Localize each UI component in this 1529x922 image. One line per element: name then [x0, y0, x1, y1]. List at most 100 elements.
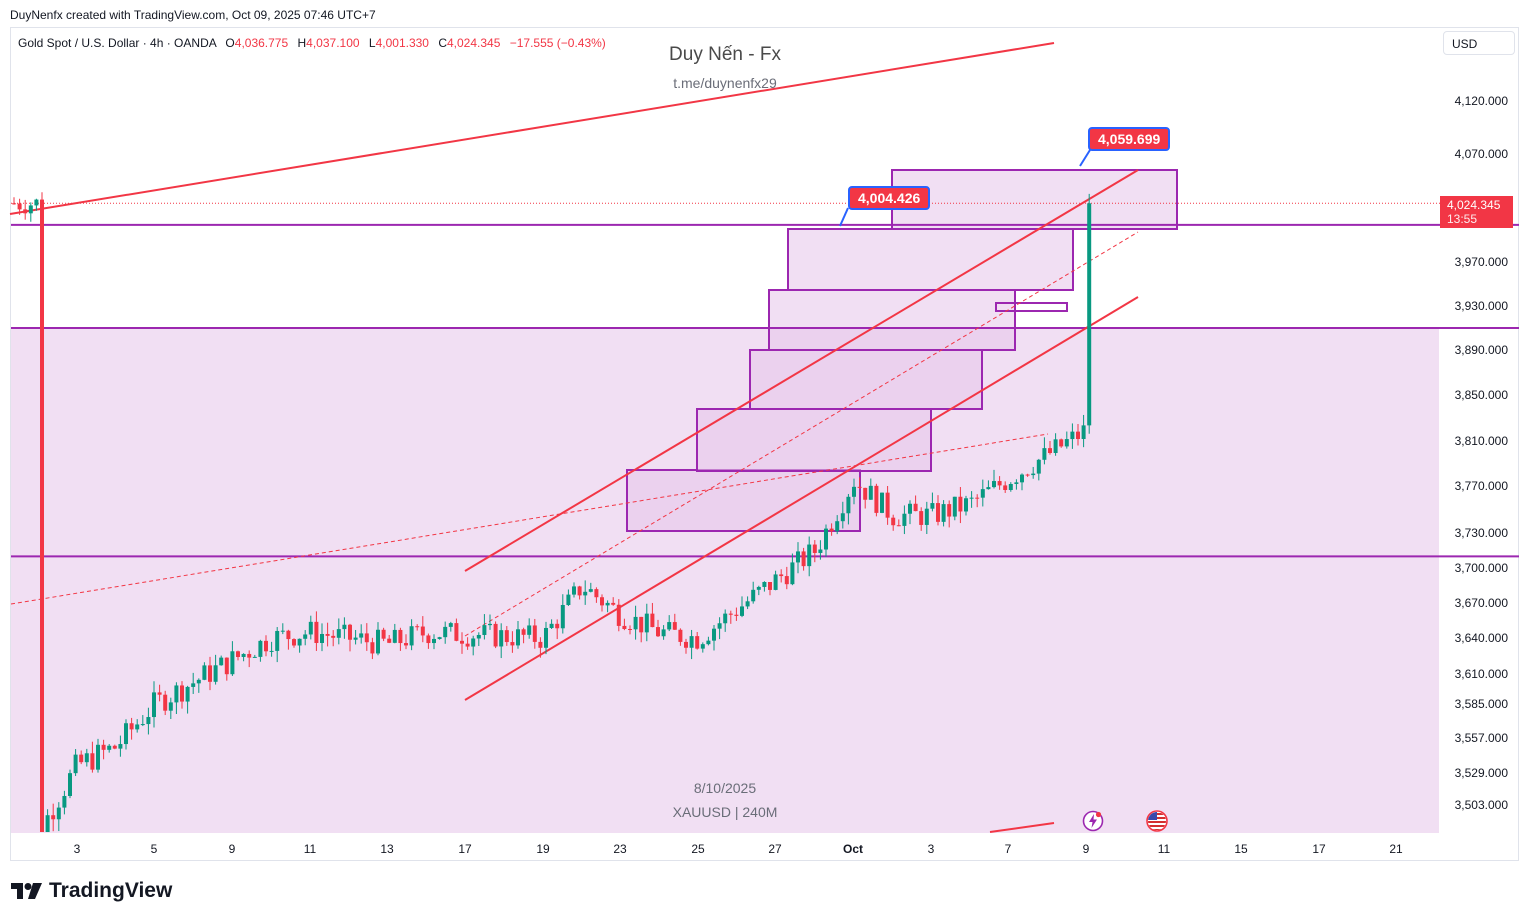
- price-tick-label: 3,670.000: [1455, 596, 1509, 610]
- candle-body: [1048, 448, 1052, 453]
- candle-body: [247, 653, 252, 658]
- candle-body: [902, 513, 907, 526]
- candle-body: [784, 576, 789, 585]
- candle-body: [124, 723, 128, 745]
- candle-body: [538, 641, 543, 648]
- candle-body: [129, 723, 134, 730]
- candle-body: [510, 642, 515, 646]
- watermark-symbol: XAUUSD | 240M: [672, 804, 778, 820]
- candle-body: [1042, 448, 1047, 460]
- candle-body: [471, 638, 476, 647]
- candle-body: [672, 622, 677, 630]
- us-flag-icon[interactable]: [1146, 810, 1168, 832]
- candle-body: [723, 613, 728, 624]
- candle-body: [460, 640, 464, 644]
- candle-body: [258, 640, 263, 657]
- candle-body: [96, 744, 100, 770]
- candle-body: [712, 628, 716, 641]
- order-block-box: [696, 408, 932, 472]
- symbol-name[interactable]: Gold Spot / U.S. Dollar · 4h · OANDA: [18, 36, 217, 50]
- currency-button[interactable]: USD: [1443, 31, 1515, 55]
- time-tick-label: 3: [74, 842, 81, 856]
- price-callout-high[interactable]: 4,059.699: [1088, 127, 1171, 151]
- candle-body: [404, 643, 408, 646]
- time-tick-label: 21: [1389, 842, 1403, 856]
- candle-body: [437, 637, 442, 639]
- candle-body: [1014, 482, 1019, 484]
- order-block-box: [891, 169, 1178, 230]
- candle-body: [829, 528, 834, 532]
- candle-body: [745, 601, 750, 607]
- candle-body: [443, 626, 448, 638]
- candle-body: [633, 616, 638, 630]
- price-tick-label: 3,640.000: [1455, 631, 1509, 645]
- high-value: 4,037.100: [306, 36, 360, 50]
- candle-body: [275, 630, 280, 651]
- candle-body: [980, 489, 985, 498]
- candle-body: [667, 622, 672, 630]
- candle-body: [465, 643, 470, 647]
- candle-body: [292, 639, 296, 646]
- candle-body: [751, 589, 756, 602]
- candle-body: [40, 199, 44, 832]
- candle-body: [818, 549, 823, 553]
- candle-body: [521, 629, 526, 635]
- candle-body: [622, 625, 627, 629]
- candle-body: [896, 525, 901, 527]
- candle-body: [174, 685, 179, 703]
- time-axis[interactable]: 3 5 9 11 13 17 19 23 25 27 Oct 3 7 9 11 15 17 21: [74, 842, 1403, 856]
- candle-body: [426, 635, 431, 644]
- tradingview-logo[interactable]: TradingView: [11, 879, 172, 903]
- candle-body: [964, 498, 968, 512]
- tradingview-logo-text: TradingView: [49, 879, 173, 902]
- candle-body: [734, 614, 739, 616]
- candle-body: [415, 626, 420, 628]
- candle-body: [1025, 474, 1030, 476]
- candle-body: [583, 591, 588, 596]
- candle-body: [684, 641, 688, 648]
- candle-body: [51, 815, 56, 820]
- low-label: L: [368, 36, 376, 50]
- order-block-box: [626, 469, 861, 532]
- candle-body: [336, 629, 341, 638]
- candle-body: [516, 629, 520, 646]
- candle-body: [740, 606, 744, 616]
- candle-body: [1087, 203, 1092, 426]
- candle-body: [432, 638, 436, 644]
- dashed-trend-line: [10, 433, 1049, 605]
- candle-body: [611, 602, 616, 605]
- price-callout-low[interactable]: 4,004.426: [848, 186, 931, 210]
- candle-body: [314, 621, 319, 643]
- candle-body: [947, 504, 952, 517]
- candle-body: [1076, 431, 1080, 440]
- candle-body: [303, 634, 308, 639]
- candle-body: [656, 627, 660, 637]
- open-value: 4,036.775: [234, 36, 289, 50]
- price-axis[interactable]: 4,120.000 4,070.000 3,970.000 3,930.000 3,89…: [1455, 94, 1509, 812]
- candle-body: [572, 586, 576, 595]
- candle-body: [73, 754, 78, 774]
- candle-body: [1031, 473, 1036, 476]
- trend-line: [464, 169, 1139, 572]
- candle-body: [157, 692, 162, 695]
- candle-body: [348, 624, 352, 640]
- candle-body: [364, 633, 369, 643]
- candle-body: [555, 623, 560, 629]
- candle-body: [936, 503, 940, 522]
- candle-body: [499, 630, 504, 647]
- order-block-box: [787, 228, 1074, 291]
- time-tick-label: 11: [1158, 842, 1171, 856]
- chart-frame[interactable]: [10, 27, 1519, 861]
- candle-body: [280, 630, 285, 632]
- candle-body: [588, 589, 593, 592]
- price-tick-label: 4,120.000: [1455, 94, 1509, 108]
- price-tick-label: 4,070.000: [1455, 147, 1509, 161]
- candle-body: [112, 745, 117, 749]
- candle-body: [628, 628, 632, 630]
- lightning-icon[interactable]: [1082, 810, 1104, 832]
- price-tick-label: 3,810.000: [1455, 434, 1509, 448]
- candle-body: [527, 625, 532, 635]
- price-tick-label: 3,890.000: [1455, 343, 1509, 357]
- time-tick-label: 23: [613, 842, 627, 856]
